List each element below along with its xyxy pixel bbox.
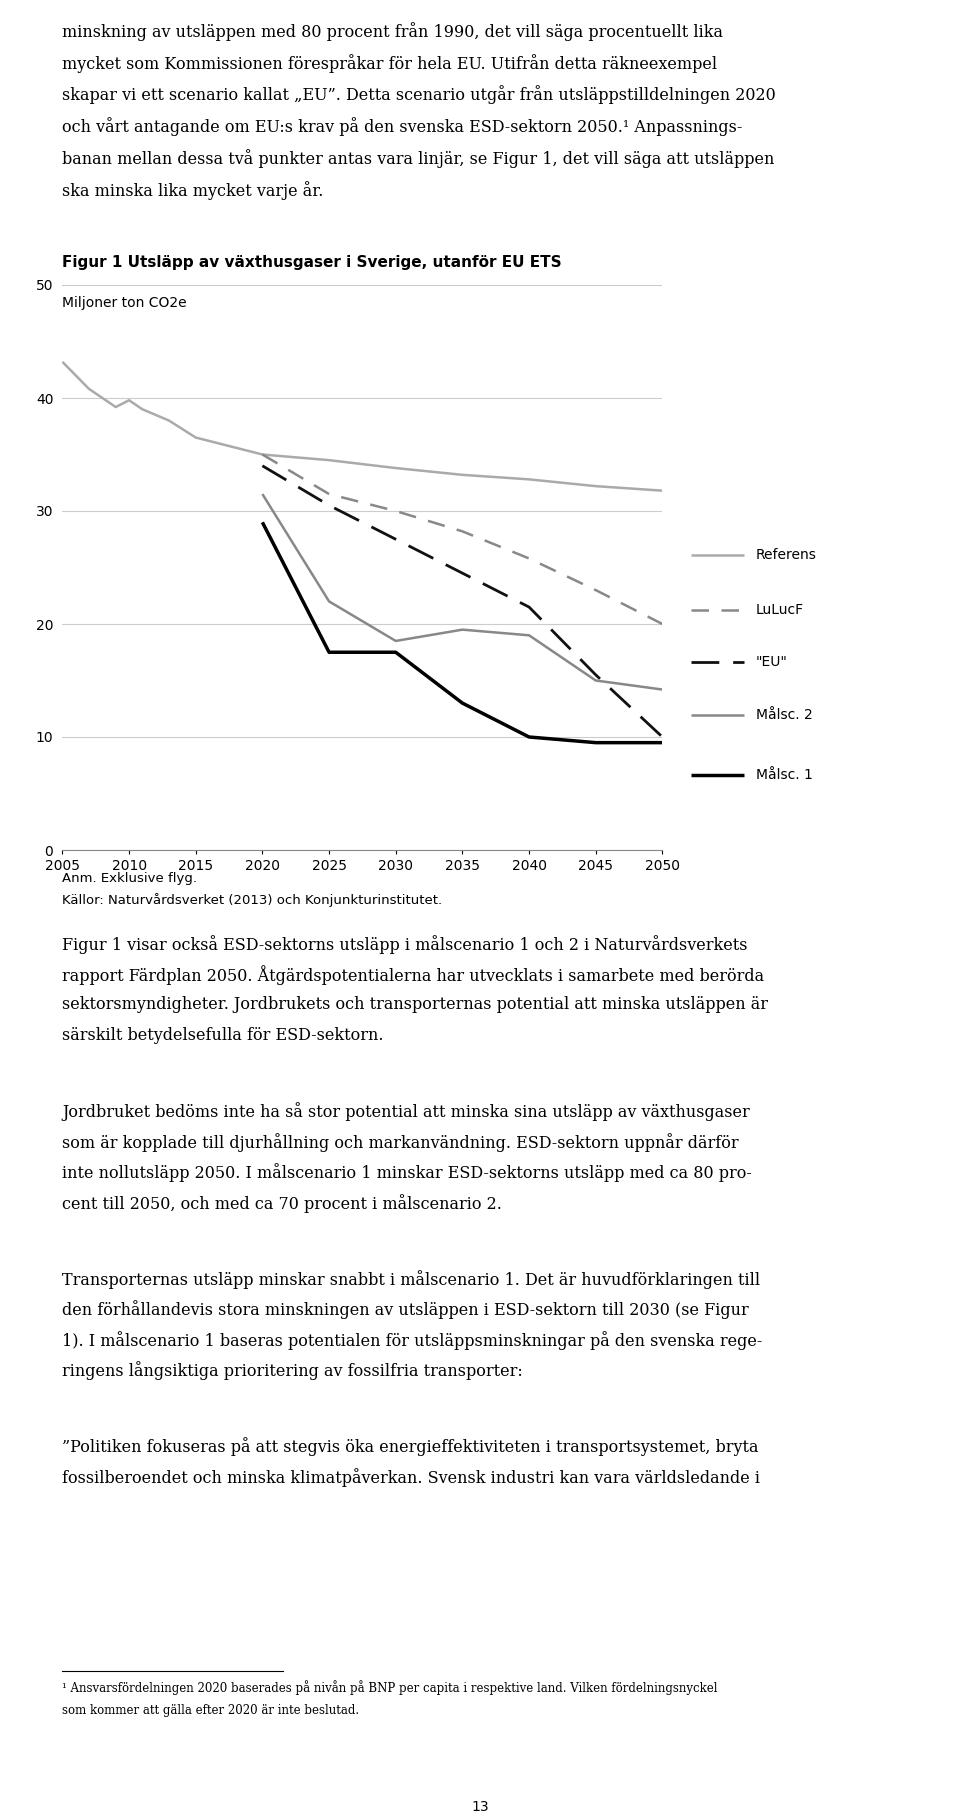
Text: mycket som Kommissionen förespråkar för hela EU. Utifrån detta räkneexempel: mycket som Kommissionen förespråkar för … [62, 54, 717, 73]
Text: som är kopplade till djurhållning och markanvändning. ESD-sektorn uppnår därför: som är kopplade till djurhållning och ma… [62, 1133, 739, 1151]
Text: rapport Färdplan 2050. Åtgärdspotentialerna har utvecklats i samarbete med berör: rapport Färdplan 2050. Åtgärdspotentiale… [62, 966, 764, 986]
Text: sektorsmyndigheter. Jordbrukets och transporternas potential att minska utsläppe: sektorsmyndigheter. Jordbrukets och tran… [62, 995, 768, 1013]
Text: den förhållandevis stora minskningen av utsläppen i ESD-sektorn till 2030 (se Fi: den förhållandevis stora minskningen av … [62, 1300, 749, 1318]
Text: 1). I målscenario 1 baseras potentialen för utsläppsminskningar på den svenska r: 1). I målscenario 1 baseras potentialen … [62, 1331, 763, 1349]
Text: Transporternas utsläpp minskar snabbt i målscenario 1. Det är huvudförklaringen : Transporternas utsläpp minskar snabbt i … [62, 1269, 760, 1289]
Text: Figur 1 Utsläpp av växthusgaser i Sverige, utanför EU ETS: Figur 1 Utsläpp av växthusgaser i Sverig… [62, 254, 562, 271]
Text: skapar vi ett scenario kallat „EU”. Detta scenario utgår från utsläppstilldelnin: skapar vi ett scenario kallat „EU”. Dett… [62, 85, 776, 105]
Text: "EU": "EU" [756, 656, 787, 668]
Text: Referens: Referens [756, 548, 816, 561]
Text: banan mellan dessa två punkter antas vara linjär, se Figur 1, det vill säga att : banan mellan dessa två punkter antas var… [62, 149, 775, 169]
Text: och vårt antagande om EU:s krav på den svenska ESD-sektorn 2050.¹ Anpassnings-: och vårt antagande om EU:s krav på den s… [62, 118, 743, 136]
Text: Källor: Naturvårdsverket (2013) och Konjunkturinstitutet.: Källor: Naturvårdsverket (2013) och Konj… [62, 893, 443, 906]
Text: särskilt betydelsefulla för ESD-sektorn.: särskilt betydelsefulla för ESD-sektorn. [62, 1026, 384, 1044]
Text: som kommer att gälla efter 2020 är inte beslutad.: som kommer att gälla efter 2020 är inte … [62, 1703, 360, 1716]
Text: Målsc. 1: Målsc. 1 [756, 768, 812, 783]
Text: ”Politiken fokuseras på att stegvis öka energieffektiviteten i transportsystemet: ”Politiken fokuseras på att stegvis öka … [62, 1436, 759, 1456]
Text: ¹ Ansvarsfördelningen 2020 baserades på nivån på BNP per capita i respektive lan: ¹ Ansvarsfördelningen 2020 baserades på … [62, 1680, 718, 1694]
Text: cent till 2050, och med ca 70 procent i målscenario 2.: cent till 2050, och med ca 70 procent i … [62, 1193, 502, 1213]
Text: Målsc. 2: Målsc. 2 [756, 708, 812, 723]
Text: ska minska lika mycket varje år.: ska minska lika mycket varje år. [62, 182, 324, 200]
Text: ringens långsiktiga prioritering av fossilfria transporter:: ringens långsiktiga prioritering av foss… [62, 1362, 523, 1380]
Text: inte nollutsläpp 2050. I målscenario 1 minskar ESD-sektorns utsläpp med ca 80 pr: inte nollutsläpp 2050. I målscenario 1 m… [62, 1164, 753, 1182]
Text: minskning av utsläppen med 80 procent från 1990, det vill säga procentuellt lika: minskning av utsläppen med 80 procent fr… [62, 22, 724, 42]
Text: Anm. Exklusive flyg.: Anm. Exklusive flyg. [62, 872, 198, 884]
Text: Jordbruket bedöms inte ha så stor potential att minska sina utsläpp av växthusga: Jordbruket bedöms inte ha så stor potent… [62, 1102, 750, 1120]
Text: fossilberoendet och minska klimatpåverkan. Svensk industri kan vara världsledand: fossilberoendet och minska klimatpåverka… [62, 1467, 760, 1487]
Text: LuLucF: LuLucF [756, 603, 804, 617]
Text: Figur 1 visar också ESD-sektorns utsläpp i målscenario 1 och 2 i Naturvårdsverke: Figur 1 visar också ESD-sektorns utsläpp… [62, 935, 748, 953]
Text: Miljoner ton CO2e: Miljoner ton CO2e [62, 296, 187, 311]
Text: 13: 13 [471, 1800, 489, 1814]
